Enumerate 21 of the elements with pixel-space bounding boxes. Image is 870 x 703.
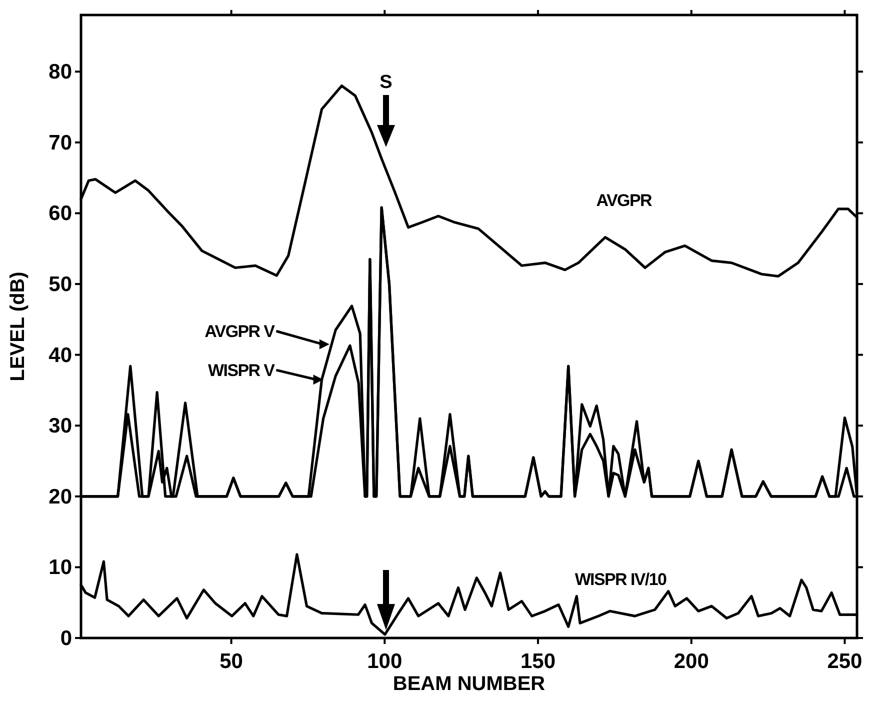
y-tick-label: 30 (48, 414, 72, 438)
y-tick-label: 0 (60, 627, 72, 650)
y-tick-label: 60 (48, 202, 72, 226)
y-axis-title: LEVEL (dB) (7, 272, 29, 382)
y-tick-label: 50 (48, 273, 72, 296)
series-label: WISPR IV/10 (574, 570, 667, 589)
legend-label: AVGPR V (204, 322, 276, 342)
x-axis-title: BEAM NUMBER (392, 673, 546, 695)
x-tick-label: 100 (367, 650, 402, 673)
x-tick-label: 250 (827, 650, 862, 673)
annotation: S (380, 72, 392, 93)
series-label: AVGPR (596, 191, 652, 210)
y-tick-label: 70 (48, 131, 72, 154)
y-tick-label: 10 (48, 556, 72, 580)
x-tick-label: 150 (520, 650, 556, 673)
y-tick-label: 80 (48, 60, 72, 84)
legend-label: WISPR V (208, 361, 276, 380)
y-tick-label: 40 (48, 344, 72, 367)
y-tick-label: 20 (48, 485, 72, 508)
x-tick-label: 200 (674, 650, 709, 673)
x-tick-label: 50 (220, 650, 243, 673)
